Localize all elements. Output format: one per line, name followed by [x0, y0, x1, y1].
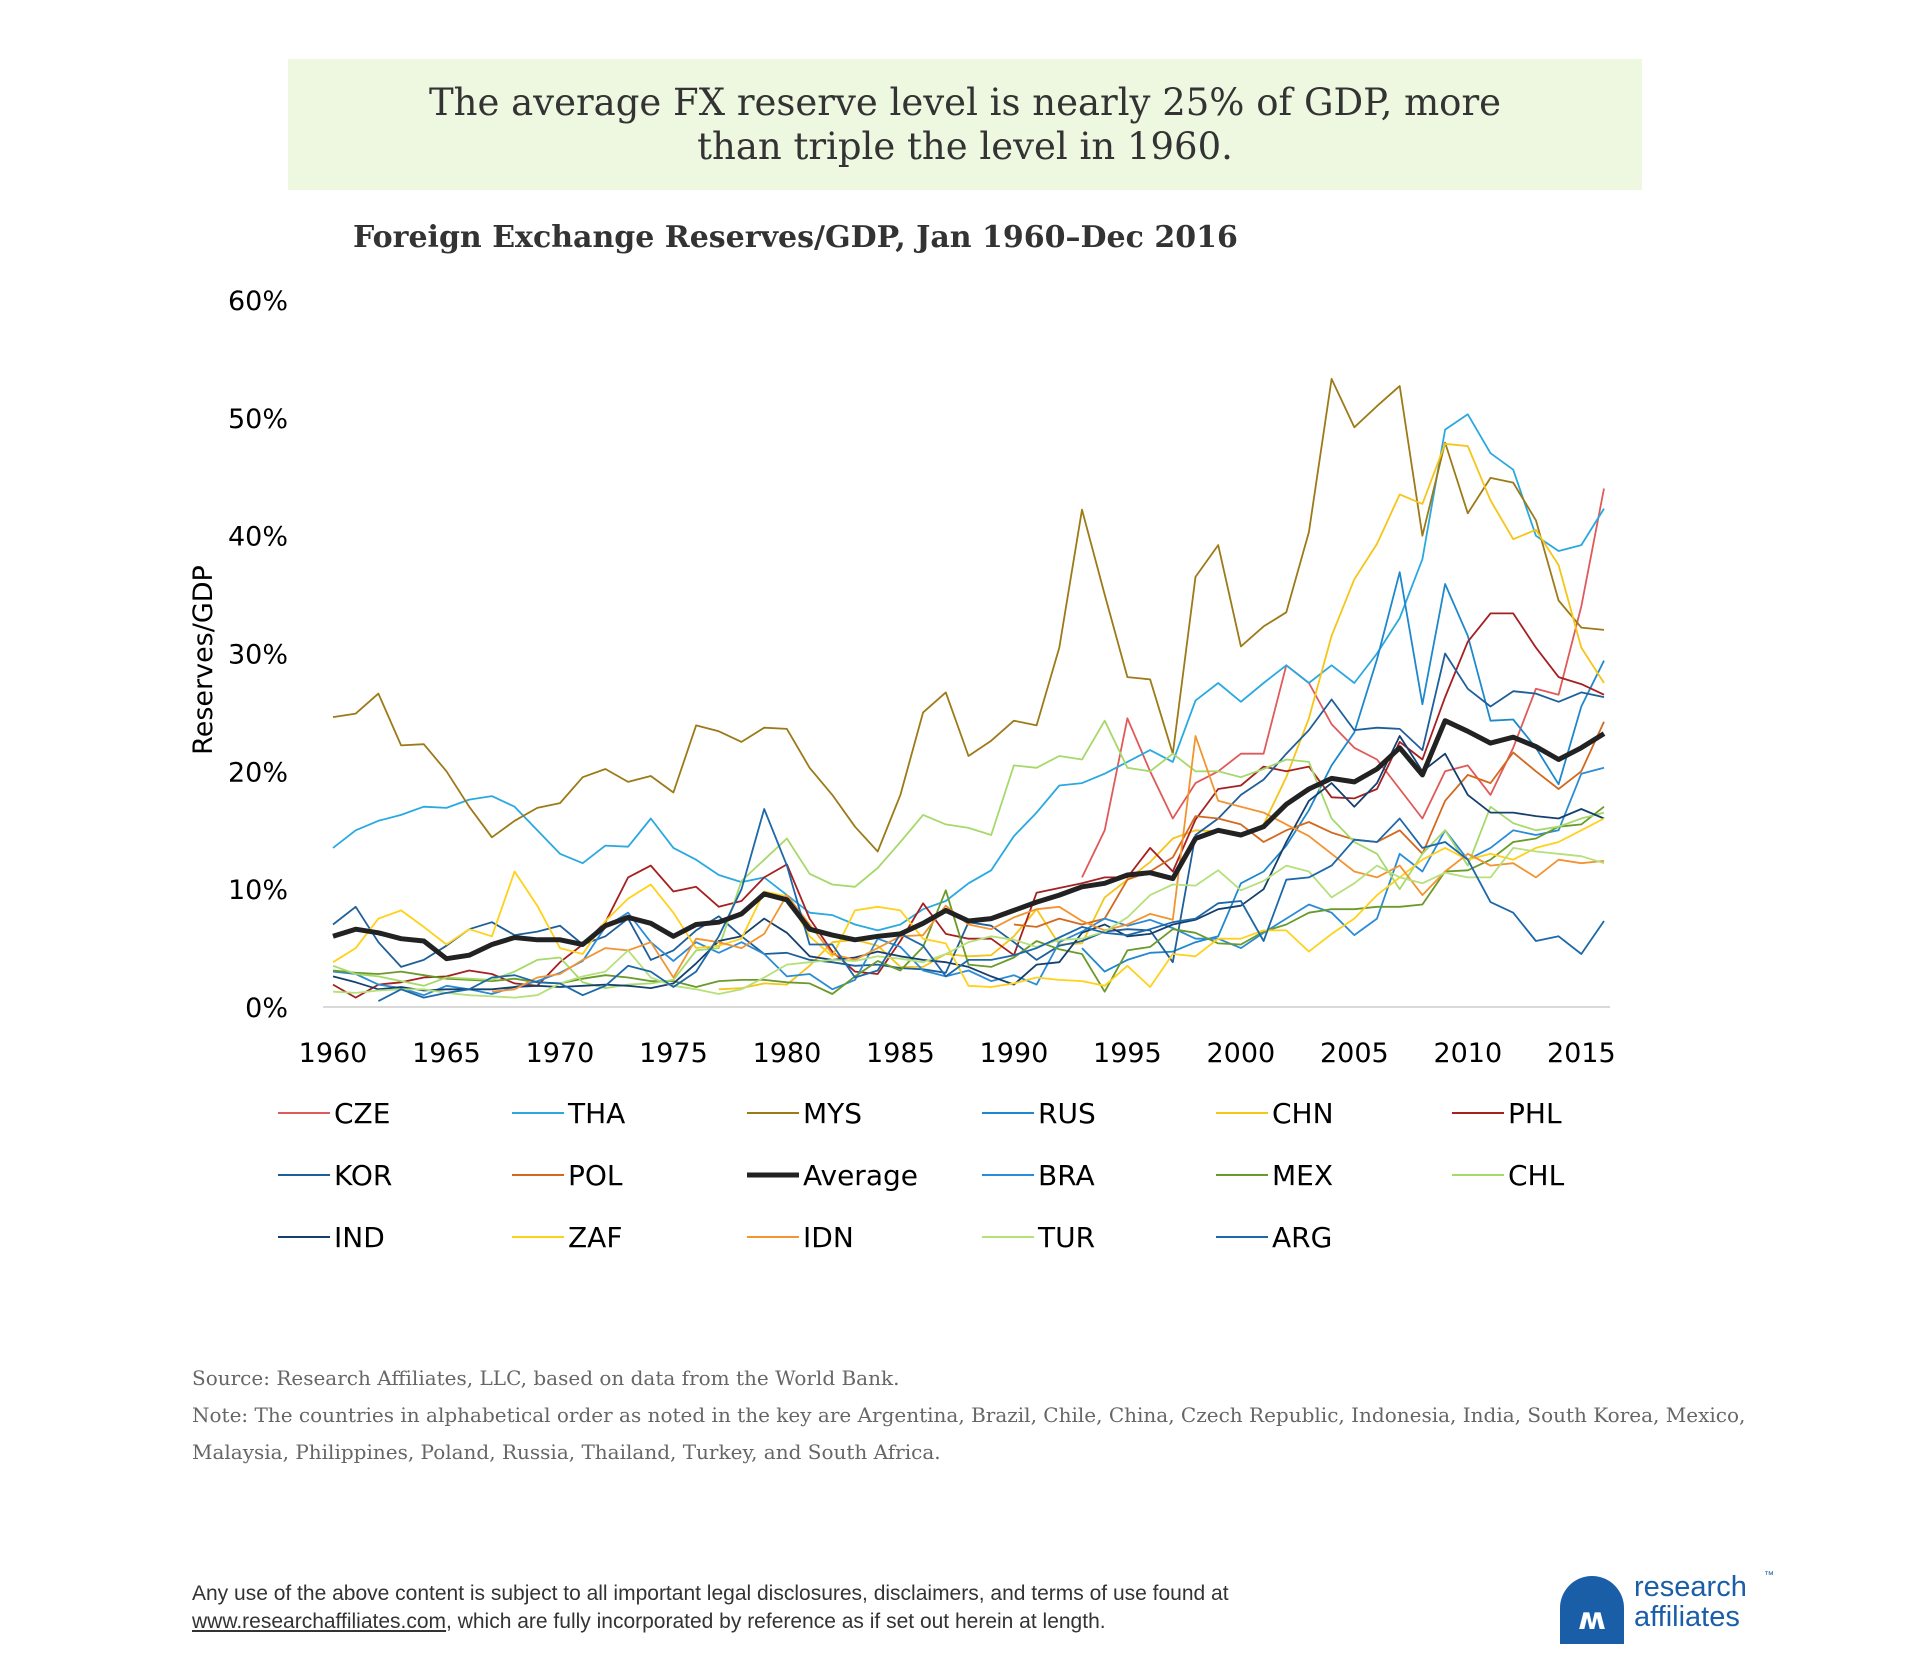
series-line-mys [332, 378, 1605, 853]
series-line-chn [718, 442, 1605, 991]
legend-item-average: Average [747, 1159, 918, 1192]
y-tick-label: 10% [228, 875, 288, 906]
series-line-idn [491, 735, 1605, 993]
headline-text: The average FX reserve level is nearly 2… [428, 80, 1502, 168]
series-line-ind [332, 735, 1605, 992]
chart-legend: CZE THA MYS RUS CHN PHL KOR POL Average BRA MEX CHL… [278, 1097, 1565, 1254]
legend-item-cze: CZE [278, 1097, 390, 1130]
x-tick-label: 1990 [980, 1038, 1049, 1069]
series-line-arg [377, 808, 1605, 1002]
series-line-rus [1081, 571, 1605, 973]
series-line-tha [332, 413, 1605, 932]
legend-item-bra: BRA [982, 1159, 1095, 1192]
y-tick-label: 0% [245, 993, 288, 1024]
legend-label: CHL [1508, 1159, 1565, 1192]
x-tick-label: 2005 [1320, 1038, 1389, 1069]
source-notes: Source: Research Affiliates, LLC, based … [192, 1360, 1752, 1471]
series-line-average [332, 718, 1606, 962]
legend-label: RUS [1038, 1097, 1096, 1130]
legend-label: PHL [1508, 1097, 1562, 1130]
footer-line1: Any use of the above content is subject … [192, 1582, 1229, 1605]
x-tick-label: 1975 [639, 1038, 708, 1069]
chart-title: Foreign Exchange Reserves/GDP, Jan 1960–… [353, 220, 1238, 255]
series-line-chl [332, 719, 1605, 989]
y-axis-ticks: 0% 10% 20% 30% 40% 50% 60% [228, 286, 288, 1024]
series-line-pol [1013, 721, 1605, 928]
x-tick-label: 2015 [1547, 1038, 1616, 1069]
y-tick-label: 50% [228, 404, 288, 435]
y-axis-title-group: Reserves/GDP [188, 565, 219, 755]
legend-item-phl: PHL [1452, 1097, 1562, 1130]
legend-label: ZAF [568, 1221, 622, 1254]
x-tick-label: 1970 [526, 1038, 595, 1069]
legend-item-zaf: ZAF [512, 1221, 622, 1254]
series-line-zaf [332, 817, 1605, 988]
series-line-bra [332, 766, 1605, 997]
logo-line2: affiliates [1634, 1601, 1740, 1633]
legend-item-chl: CHL [1452, 1159, 1565, 1192]
x-tick-label: 1960 [299, 1038, 368, 1069]
y-axis-title: Reserves/GDP [188, 565, 219, 755]
x-tick-label: 1995 [1093, 1038, 1162, 1069]
research-affiliates-logo: ʍ research affiliates ™ [1560, 1568, 1790, 1644]
legend-item-tur: TUR [982, 1221, 1095, 1254]
legend-label: IND [334, 1221, 385, 1254]
note-line: Note: The countries in alphabetical orde… [192, 1403, 1746, 1464]
reserves-chart: Foreign Exchange Reserves/GDP, Jan 1960–… [188, 220, 1616, 1254]
y-tick-label: 20% [228, 757, 288, 788]
legal-footer: Any use of the above content is subject … [192, 1580, 1392, 1636]
footer-line2: , which are fully incorporated by refere… [446, 1610, 1106, 1633]
logo-line1: research [1634, 1571, 1747, 1603]
legend-item-idn: IDN [747, 1221, 854, 1254]
legend-item-ind: IND [278, 1221, 385, 1254]
logo-trademark: ™ [1764, 1570, 1774, 1581]
legend-label: MEX [1272, 1159, 1333, 1192]
legend-item-mys: MYS [747, 1097, 862, 1130]
legend-label: POL [568, 1159, 623, 1192]
x-axis-ticks: 1960 1965 1970 1975 1980 1985 1990 1995 2000 2005… [299, 1038, 1616, 1069]
legend-label: BRA [1038, 1159, 1095, 1192]
y-tick-label: 60% [228, 286, 288, 317]
legend-label: IDN [803, 1221, 854, 1254]
series-lines [332, 378, 1606, 1002]
legend-item-rus: RUS [982, 1097, 1096, 1130]
legend-label: ARG [1272, 1221, 1332, 1254]
x-tick-label: 1980 [753, 1038, 822, 1069]
y-tick-label: 40% [228, 522, 288, 553]
series-line-tur [332, 847, 1605, 999]
x-tick-label: 1985 [866, 1038, 935, 1069]
legend-item-mex: MEX [1216, 1159, 1333, 1192]
legend-item-kor: KOR [278, 1159, 392, 1192]
legend-label: CZE [334, 1097, 390, 1130]
legend-label: CHN [1272, 1097, 1334, 1130]
x-tick-label: 2000 [1206, 1038, 1275, 1069]
legend-item-arg: ARG [1216, 1221, 1332, 1254]
legend-label: TUR [1037, 1221, 1095, 1254]
logo-mark-icon: ʍ [1560, 1576, 1624, 1644]
legend-label: THA [567, 1097, 625, 1130]
legend-label: Average [803, 1159, 918, 1192]
website-link[interactable]: www.researchaffiliates.com [192, 1610, 447, 1633]
legend-label: KOR [334, 1159, 392, 1192]
y-tick-label: 30% [228, 640, 288, 671]
legend-label: MYS [803, 1097, 862, 1130]
legend-item-pol: POL [512, 1159, 623, 1192]
series-line-cze [1081, 488, 1605, 878]
logo-wordmark: research affiliates [1634, 1572, 1747, 1632]
legend-item-chn: CHN [1216, 1097, 1334, 1130]
logo-glyph: ʍ [1578, 1602, 1606, 1637]
legend-item-tha: THA [512, 1097, 625, 1130]
x-tick-label: 2010 [1433, 1038, 1502, 1069]
source-line: Source: Research Affiliates, LLC, based … [192, 1366, 900, 1390]
x-tick-label: 1965 [412, 1038, 481, 1069]
headline-banner: The average FX reserve level is nearly 2… [288, 59, 1642, 190]
